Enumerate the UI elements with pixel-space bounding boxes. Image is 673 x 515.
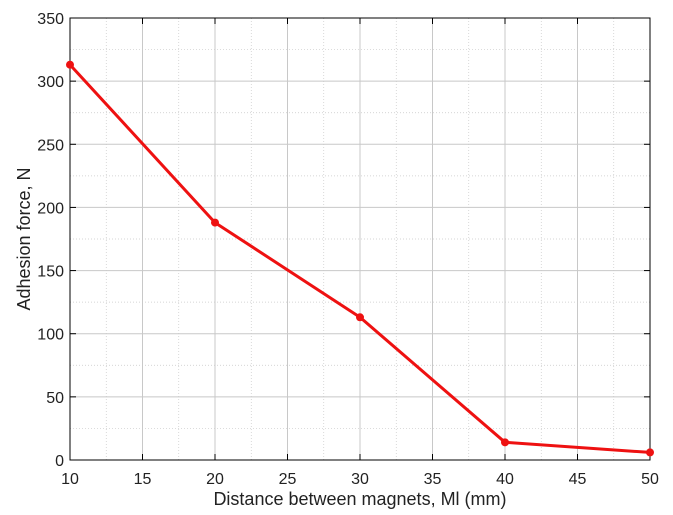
data-series	[66, 60, 654, 457]
y-axis-label: Adhesion force, N	[14, 167, 34, 310]
y-tick-label: 0	[55, 453, 64, 470]
y-tick-label: 150	[37, 264, 64, 281]
x-tick-label: 50	[641, 471, 659, 488]
x-tick-label: 25	[279, 471, 297, 488]
x-tick-label: 15	[134, 471, 152, 488]
y-tick-label: 350	[37, 11, 64, 28]
data-point	[356, 313, 364, 322]
axis-ticks: 10 15 20 25 30 35 40 45 50 0 50 100 150 200 250 300 350	[37, 11, 659, 488]
y-tick-label: 200	[37, 200, 64, 217]
data-point	[66, 60, 74, 69]
x-tick-label: 30	[351, 471, 369, 488]
y-tick-label: 250	[37, 137, 64, 154]
x-tick-label: 20	[206, 471, 224, 488]
x-tick-label: 40	[496, 471, 514, 488]
x-tick-label: 10	[61, 471, 79, 488]
x-tick-label: 35	[424, 471, 442, 488]
y-tick-label: 300	[37, 74, 64, 91]
grid-lines	[69, 17, 651, 461]
x-tick-label: 45	[569, 471, 587, 488]
data-point	[211, 218, 219, 227]
y-tick-label: 100	[37, 327, 64, 344]
x-axis-label: Distance between magnets, Ml (mm)	[213, 489, 506, 509]
data-point	[501, 438, 509, 447]
y-tick-label: 50	[46, 390, 64, 407]
data-point	[646, 448, 654, 457]
